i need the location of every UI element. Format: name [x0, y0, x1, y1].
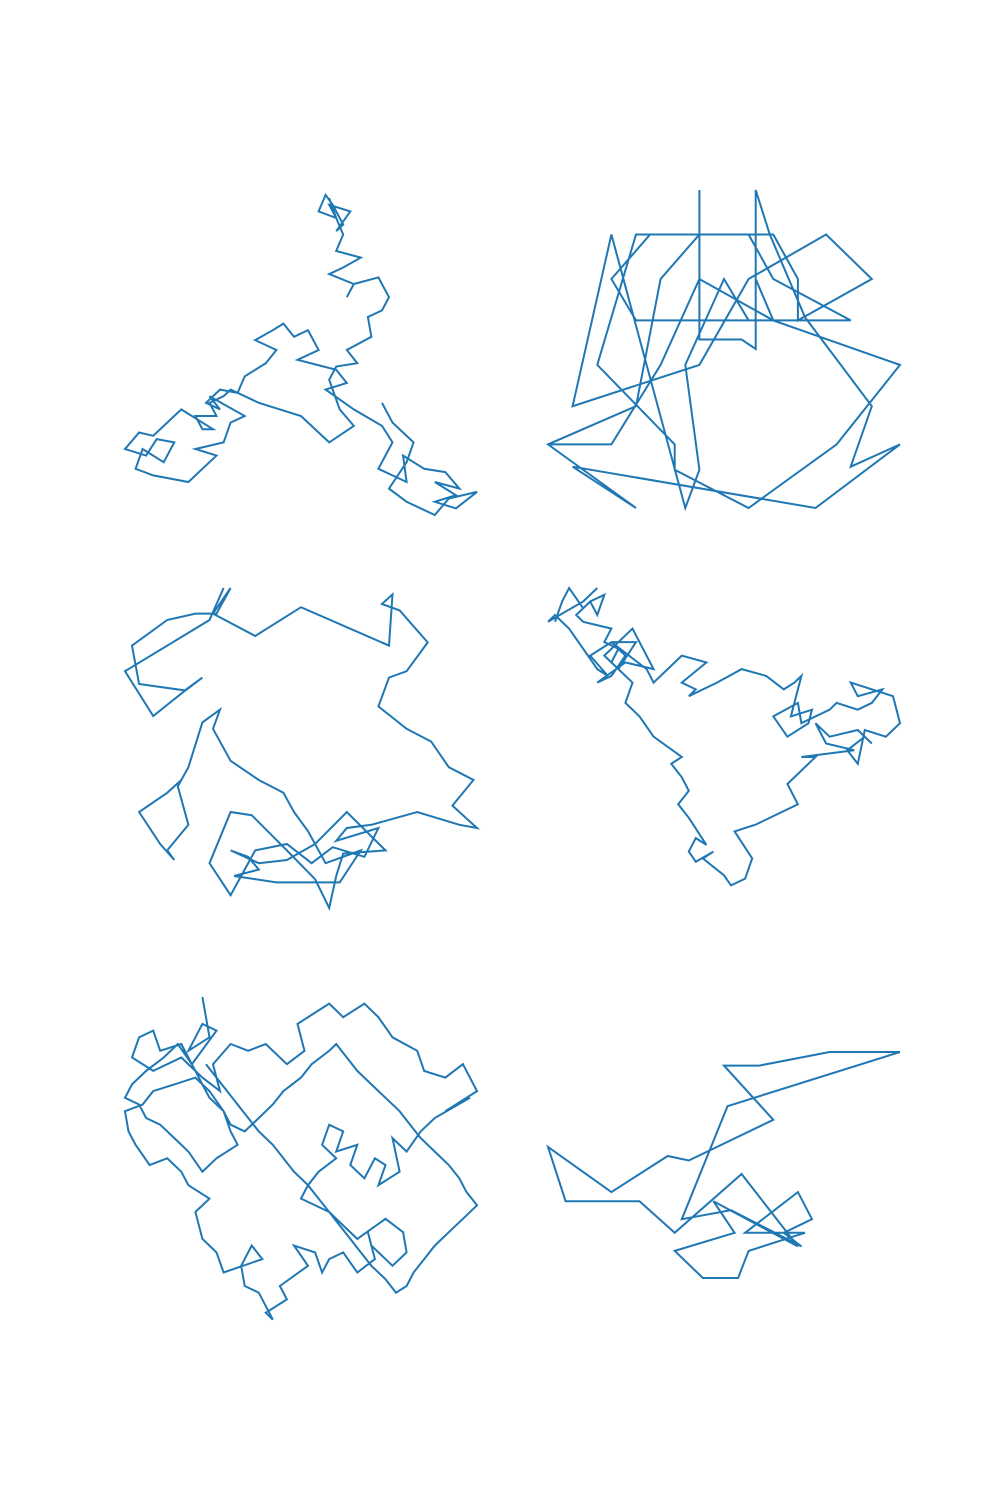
series-line-panel-6: [546, 1051, 901, 1279]
series-line-panel-3: [123, 587, 481, 912]
axes-panel-2: [545, 189, 902, 512]
axes-panel-5: [123, 996, 479, 1321]
series-line-panel-4: [547, 586, 902, 887]
axes-panel-1: [123, 192, 478, 517]
axes-panel-4: [547, 586, 902, 887]
axes-panel-6: [546, 1051, 901, 1279]
axes-panel-3: [123, 587, 481, 912]
series-line-panel-2: [545, 189, 902, 512]
panels-group: [123, 189, 902, 1321]
series-line-panel-5: [123, 996, 479, 1321]
series-line-panel-1: [123, 192, 478, 517]
